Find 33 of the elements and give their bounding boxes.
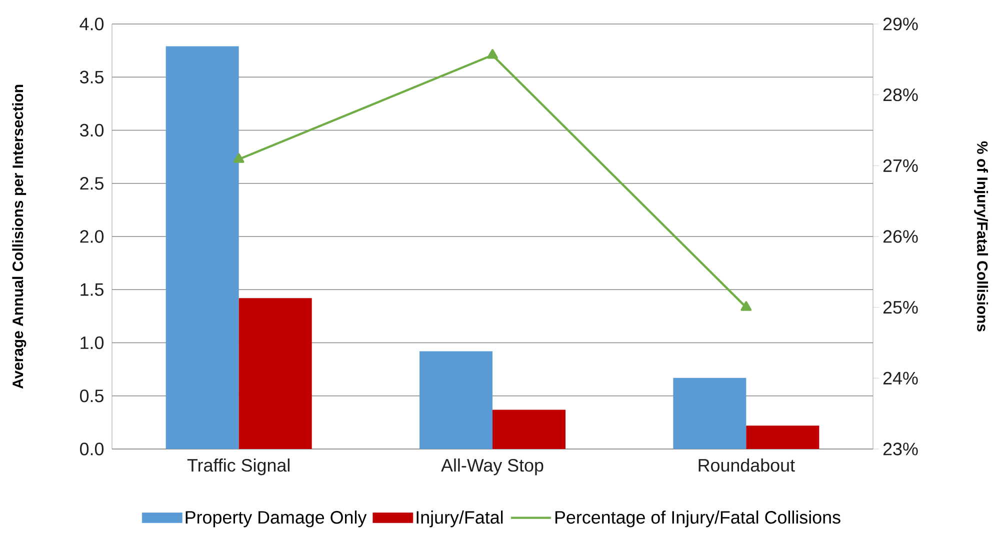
bar (238, 298, 312, 449)
y2-tick-label: 25% (883, 300, 918, 314)
y-tick-label: 3.0 (80, 124, 104, 137)
y2-tick-label: 27% (883, 159, 918, 172)
y2-tick-label: 26% (883, 230, 918, 243)
y-axis-title: Average Annual Collisions per Intersection (12, 84, 26, 389)
y2-tick-label: 24% (883, 372, 918, 384)
x-tick-label: All-Way Stop (441, 458, 544, 476)
y-tick-label: 4.0 (80, 18, 104, 30)
legend-label: Injury/Fatal (416, 510, 503, 528)
x-tick-label: Roundabout (698, 458, 795, 472)
point (487, 49, 498, 59)
bar (166, 46, 239, 449)
bar (420, 351, 493, 449)
point (233, 153, 244, 163)
legend-label: Percentage of Injury/Fatal Collisions (555, 510, 840, 528)
y-tick-label: 1.5 (80, 283, 104, 296)
y-tick-label: 2.5 (80, 177, 104, 190)
y-tick-label: 3.5 (80, 70, 104, 84)
y2-tick-label: 29% (883, 18, 918, 30)
x-tick-label: Traffic Signal (187, 458, 290, 476)
y-tick-label: 2.0 (80, 230, 104, 243)
y2-tick-label: 28% (883, 88, 918, 102)
y2-axis-title: % of Injury/Fatal Collisions (974, 141, 988, 332)
bar (492, 410, 566, 449)
y-tick-label: 1.0 (80, 336, 104, 350)
point (740, 301, 752, 311)
y-tick-label: 0.5 (80, 390, 104, 402)
y-tick-label: 0.0 (80, 442, 104, 456)
y2-tick-label: 23% (883, 442, 918, 456)
bar (673, 378, 746, 449)
bar (746, 426, 820, 449)
legend-label: Property Damage Only (186, 510, 367, 528)
